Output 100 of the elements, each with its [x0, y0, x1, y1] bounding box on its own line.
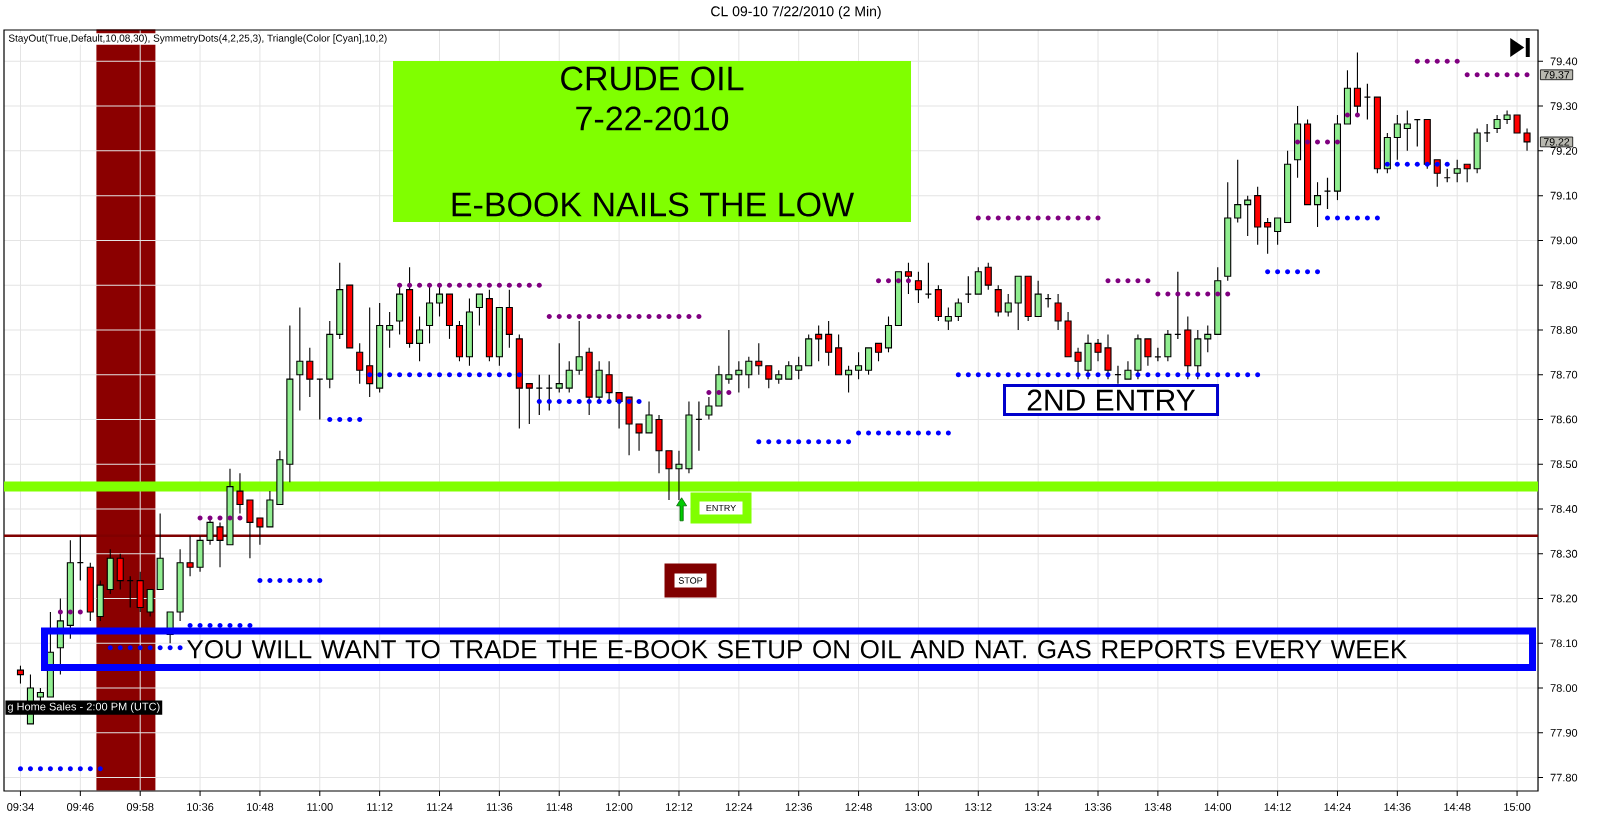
x-tick-label: 13:24 [1025, 803, 1052, 811]
candlestick [1224, 181, 1232, 282]
y-tick-label: 79.40 [1550, 57, 1578, 66]
y-tick-label: 78.30 [1550, 549, 1578, 558]
x-tick-label: 15:00 [1504, 803, 1531, 811]
candlestick [1094, 338, 1102, 362]
x-tick-label: 11:00 [307, 803, 333, 811]
candlestick [505, 289, 513, 349]
candlestick [795, 356, 803, 380]
candlestick [216, 521, 224, 568]
x-tick-label: 09:34 [7, 803, 34, 811]
candlestick [196, 535, 204, 573]
x-tick-label: 13:36 [1085, 803, 1112, 811]
candlestick [685, 401, 693, 474]
y-tick-label: 78.90 [1550, 281, 1578, 290]
x-tick-label: 12:48 [845, 803, 872, 811]
candlestick [575, 320, 583, 376]
x-tick-label: 12:12 [666, 803, 693, 811]
annotation: CRUDE OIL [561, 66, 744, 91]
x-tick-label: 12:24 [725, 803, 753, 811]
candlestick [376, 302, 384, 394]
annotation: YOU WILL WANT TO TRADE THE E-BOOK SETUP ON OIL AND NAT. GAS REPORTS EVERY WEEK [187, 640, 1407, 659]
candlestick [1004, 293, 1012, 318]
x-tick-label: 09:46 [67, 803, 94, 811]
candlestick [1393, 114, 1401, 161]
candlestick [964, 275, 972, 304]
candlestick [76, 535, 84, 582]
candlestick [1363, 83, 1371, 121]
x-tick-label: 11:12 [367, 803, 393, 811]
candlestick [924, 262, 932, 300]
candlestick [316, 378, 324, 421]
candlestick [535, 374, 543, 416]
candlestick [1154, 347, 1162, 362]
candlestick [1044, 293, 1052, 309]
candlestick [994, 284, 1002, 318]
candlestick [1493, 114, 1501, 134]
x-tick-label: 14:48 [1444, 803, 1471, 811]
candlestick [705, 396, 713, 421]
x-tick-label: 13:48 [1144, 803, 1172, 811]
candlestick [855, 351, 863, 380]
candlestick [775, 369, 783, 385]
x-tick-label: 11:36 [486, 803, 513, 811]
chart-title: CL 09-10 7/22/2010 (2 Min) [711, 6, 881, 20]
x-tick-label: 10:36 [187, 803, 214, 811]
candlestick [725, 329, 733, 385]
candlestick [675, 450, 683, 501]
candlestick [1254, 186, 1262, 246]
y-tick-label: 79.30 [1550, 102, 1578, 110]
annotation: g Home Sales - 2:00 PM (UTC) [7, 702, 160, 713]
y-tick-label: 78.50 [1550, 460, 1578, 469]
x-tick-label: 14:36 [1384, 803, 1411, 811]
annotation: E-BOOK NAILS THE LOW [452, 192, 855, 217]
y-tick-label: 79.00 [1550, 236, 1578, 245]
candlestick [186, 535, 194, 577]
candlestick [735, 360, 743, 394]
annotation: STOP [678, 577, 703, 584]
x-tick-label: 13:12 [965, 803, 992, 811]
y-tick-label: 78.10 [1550, 639, 1578, 648]
x-tick-label: 13:00 [905, 803, 932, 811]
candlestick [286, 324, 294, 483]
y-tick-label: 78.40 [1550, 505, 1578, 513]
candlestick [356, 342, 364, 385]
candlestick [236, 472, 244, 515]
candlestick [1114, 365, 1122, 385]
candlestick [1413, 118, 1421, 147]
y-tick-label: 78.20 [1550, 594, 1578, 603]
annotation: 79.37 [1543, 71, 1570, 79]
candlestick [126, 575, 134, 609]
candlestick [406, 266, 414, 349]
candlestick [336, 262, 344, 340]
candlestick [1523, 127, 1531, 152]
candlestick [555, 342, 563, 394]
candlestick [176, 548, 184, 622]
y-tick-label: 77.90 [1550, 728, 1578, 737]
candlestick [1453, 159, 1461, 183]
y-tick-label: 77.80 [1550, 773, 1578, 782]
x-tick-label: 14:24 [1324, 803, 1351, 811]
chart-subtitle: StayOut(True,Default,10,08,30), SymmetryDots(4,2,25,3), Triangle(Color [Cyan],10,2) [8, 34, 387, 44]
x-tick-label: 10:48 [247, 803, 274, 811]
x-tick-label: 11:48 [546, 803, 573, 811]
y-tick-label: 79.20 [1550, 146, 1578, 155]
candlestick [695, 400, 703, 452]
annotation: 7-22-2010 [576, 106, 729, 131]
candlestick [565, 360, 573, 394]
candlestick [1483, 123, 1491, 143]
y-tick-label: 78.70 [1550, 370, 1578, 379]
x-tick-label: 12:36 [785, 803, 812, 811]
y-tick-label: 79.10 [1550, 191, 1578, 200]
x-tick-label: 09:58 [126, 803, 154, 811]
candlestick [545, 374, 553, 412]
x-tick-label: 11:24 [427, 803, 453, 811]
y-tick-label: 78.60 [1550, 415, 1578, 424]
candlestick [1054, 293, 1062, 331]
candlestick [1074, 347, 1082, 380]
annotation: ENTRY [706, 504, 736, 512]
x-tick-label: 14:00 [1204, 803, 1232, 811]
candlestick [136, 571, 144, 613]
y-tick-label: 78.00 [1550, 684, 1578, 692]
candlestick [1313, 181, 1322, 228]
candlestick [944, 307, 952, 331]
